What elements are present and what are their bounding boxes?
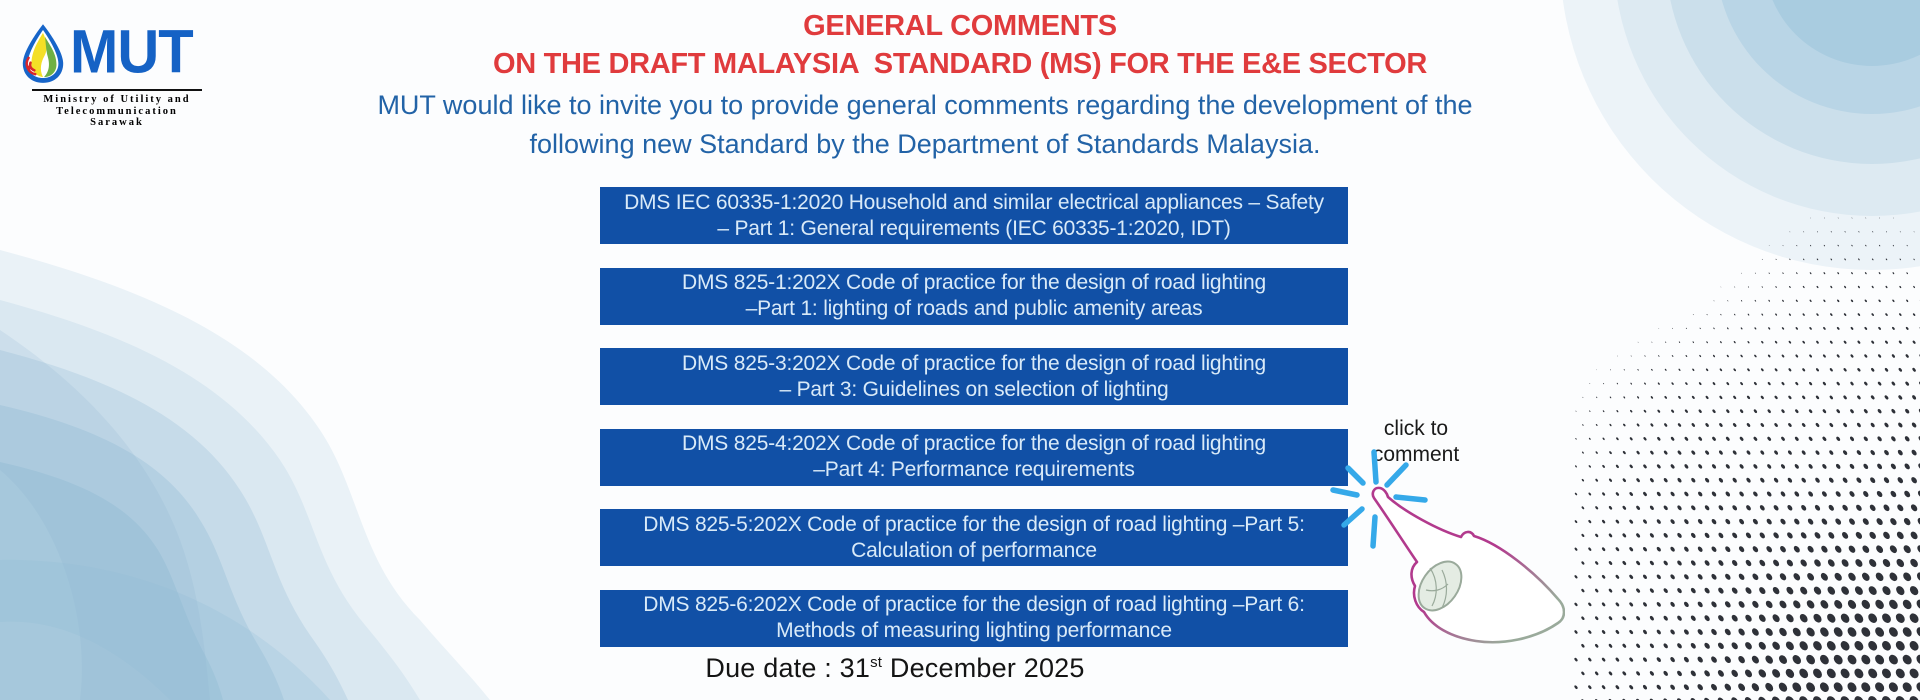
standard-line: DMS 825-4:202X Code of practice for the … xyxy=(682,432,1266,455)
logo-acronym: MUT xyxy=(70,17,194,87)
logo-divider xyxy=(32,89,202,91)
due-date-prefix: Due date : 31 xyxy=(705,653,871,683)
standard-box-dms-825-5[interactable]: DMS 825-5:202X Code of practice for the … xyxy=(600,509,1348,566)
due-date-ordinal: st xyxy=(870,654,883,671)
intro-line-1: MUT would like to invite you to provide … xyxy=(377,90,1473,120)
mut-drop-icon xyxy=(22,24,64,83)
ministry-name-line2: Telecommunication xyxy=(56,105,178,117)
due-date: Due date : 31st December 2025 xyxy=(400,653,1390,684)
click-hint-line2: comment xyxy=(1372,443,1460,466)
standard-line: DMS 825-1:202X Code of practice for the … xyxy=(682,271,1266,294)
standard-box-dms-825-3[interactable]: DMS 825-3:202X Code of practice for the … xyxy=(600,348,1348,405)
standard-line: – Part 1: General requirements (IEC 6033… xyxy=(717,216,1231,240)
halftone-dots-decor xyxy=(1574,217,1920,700)
wave-bands-decor xyxy=(0,250,490,700)
intro-text: MUT would like to invite you to provide … xyxy=(0,86,1850,164)
title-line-2: ON THE DRAFT MALAYSIA STANDARD (MS) FOR … xyxy=(492,48,1428,80)
due-date-suffix: December 2025 xyxy=(882,653,1085,683)
standard-line: Calculation of performance xyxy=(851,538,1097,562)
click-hint-line1: click to xyxy=(1383,417,1449,440)
intro-line-2: following new Standard by the Department… xyxy=(529,129,1321,159)
title-line-1: GENERAL COMMENTS xyxy=(803,10,1117,42)
standard-line: – Part 3: Guidelines on selection of lig… xyxy=(779,377,1169,401)
standard-line: –Part 4: Performance requirements xyxy=(813,458,1135,481)
standard-line: DMS 825-5:202X Code of practice for the … xyxy=(643,512,1305,536)
standard-box-dms-iec-60335-1[interactable]: DMS IEC 60335-1:2020 Household and simil… xyxy=(600,187,1348,244)
concentric-rings-decor xyxy=(1562,0,1920,270)
standard-box-dms-825-4[interactable]: DMS 825-4:202X Code of practice for the … xyxy=(600,428,1348,486)
standard-line: DMS 825-3:202X Code of practice for the … xyxy=(682,351,1266,375)
ministry-name-line3: Sarawak xyxy=(90,117,144,128)
standard-box-dms-825-1[interactable]: DMS 825-1:202X Code of practice for the … xyxy=(600,267,1348,325)
standard-line: –Part 1: lighting of roads and public am… xyxy=(745,297,1203,320)
thumb-detail xyxy=(1417,560,1463,612)
standard-box-dms-825-6[interactable]: DMS 825-6:202X Code of practice for the … xyxy=(600,589,1348,647)
pointer-hand-icon xyxy=(1330,449,1565,644)
mut-logo: MUT Ministry of Utility and Telecommunic… xyxy=(18,17,233,129)
click-to-comment-label: click to comment xyxy=(1360,416,1472,468)
ministry-name-line1: Ministry of Utility and xyxy=(43,94,191,105)
standard-line: DMS IEC 60335-1:2020 Household and simil… xyxy=(624,190,1324,214)
standard-line: DMS 825-6:202X Code of practice for the … xyxy=(643,593,1305,616)
page-title: GENERAL COMMENTS ON THE DRAFT MALAYSIA S… xyxy=(0,7,1920,83)
standard-line: Methods of measuring lighting performanc… xyxy=(776,619,1172,642)
standards-list: DMS IEC 60335-1:2020 Household and simil… xyxy=(600,187,1348,647)
